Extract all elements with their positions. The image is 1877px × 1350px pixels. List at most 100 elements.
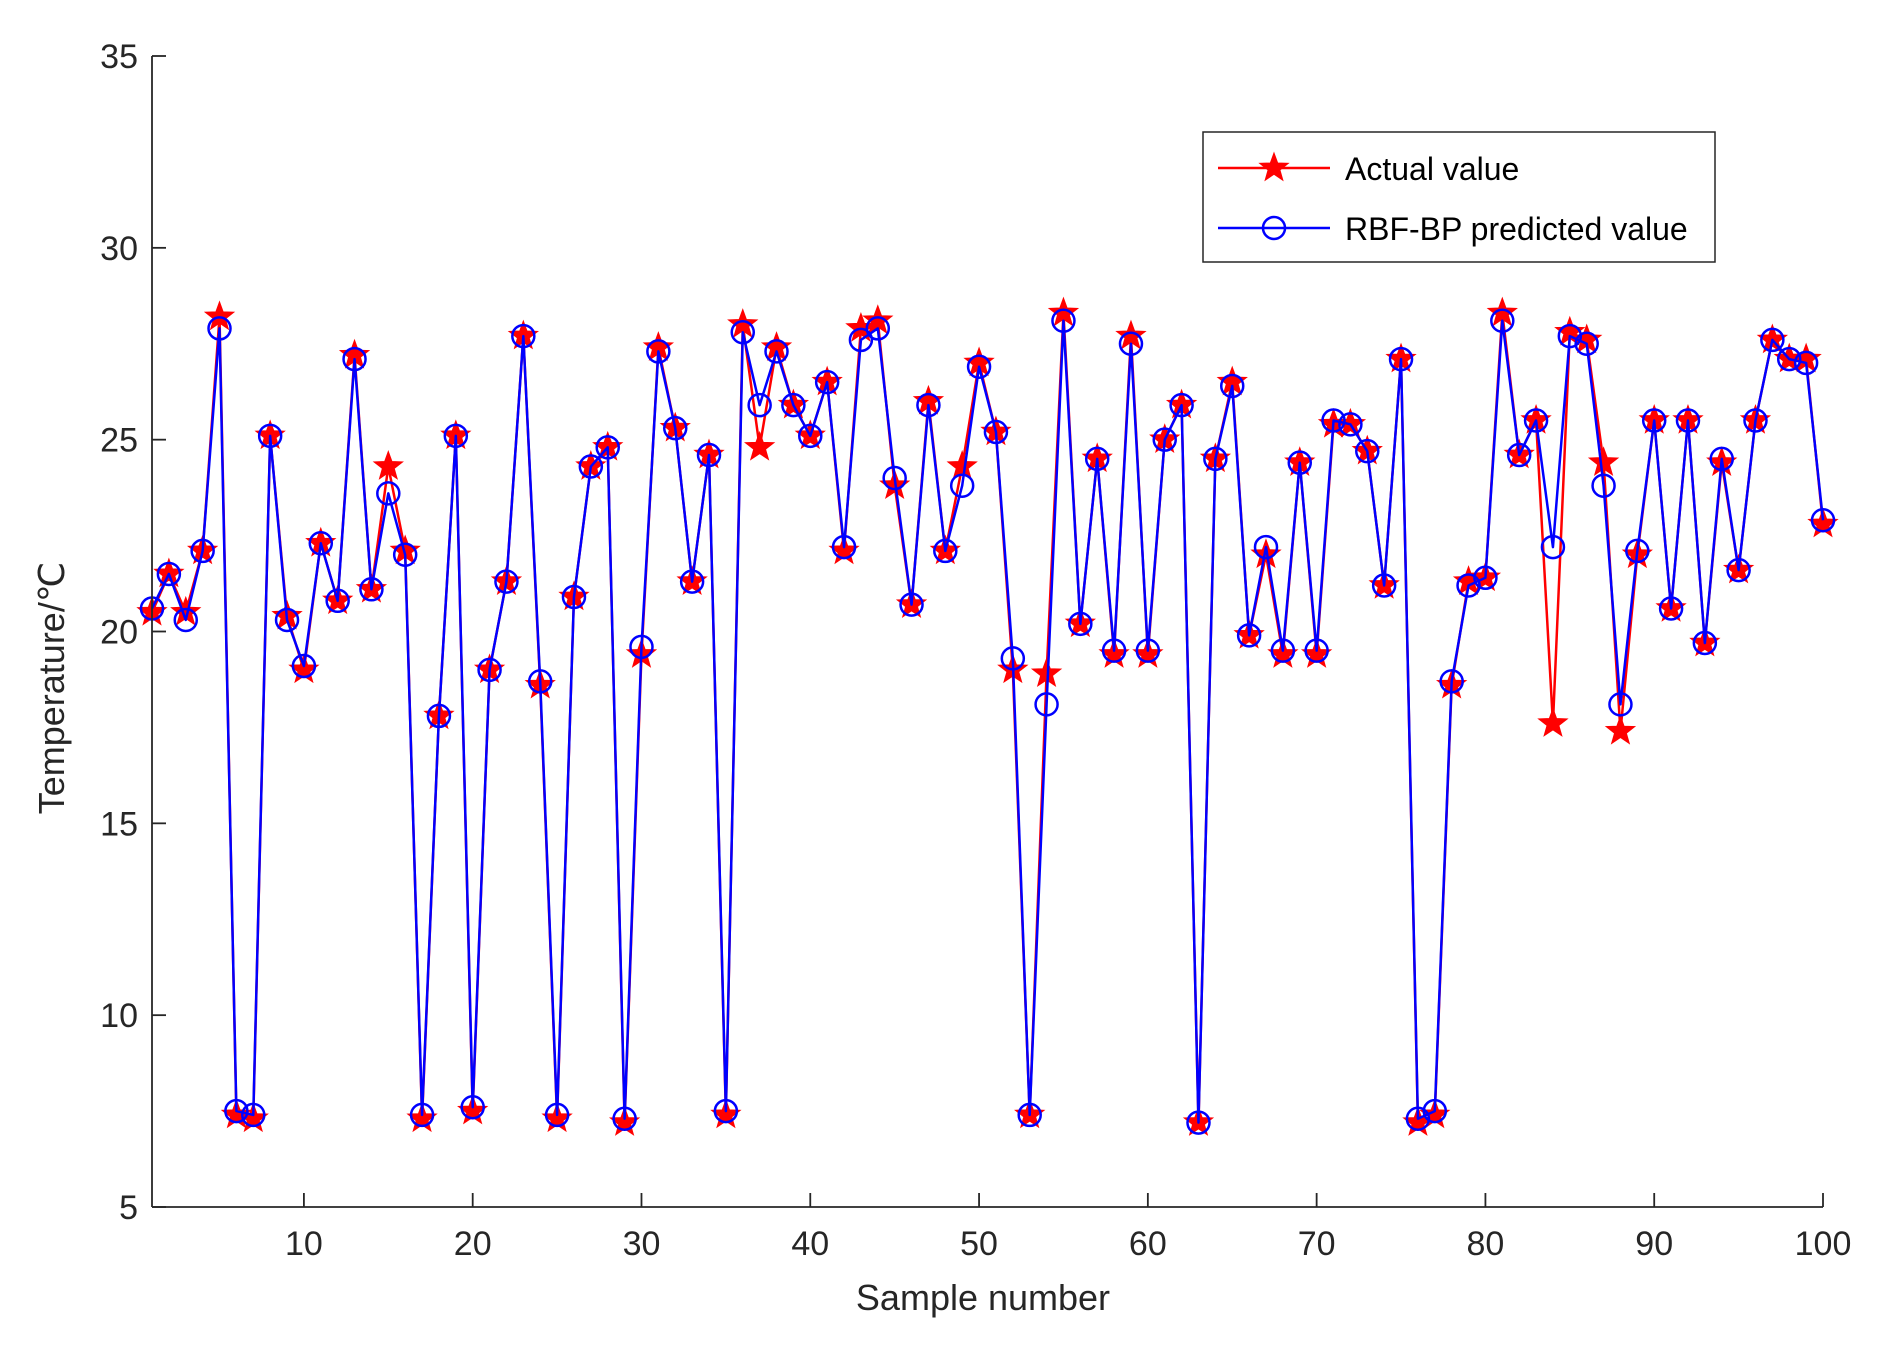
data-point	[1486, 296, 1518, 327]
data-point	[1051, 308, 1076, 333]
data-point	[1135, 638, 1161, 663]
data-point	[460, 1094, 485, 1120]
data-point	[646, 339, 671, 364]
data-point	[713, 1098, 739, 1124]
data-point	[612, 1106, 637, 1132]
y-tick-label: 5	[119, 1189, 138, 1227]
data-point	[1304, 638, 1329, 663]
data-point	[1692, 630, 1718, 656]
data-point	[1236, 623, 1262, 648]
data-point	[798, 423, 823, 449]
data-point	[848, 327, 874, 353]
legend-marker-shape	[1261, 215, 1287, 241]
data-point	[1506, 442, 1532, 468]
series-layer	[136, 296, 1839, 1136]
data-point	[325, 588, 350, 614]
data-point	[477, 657, 502, 683]
x-axis-label: Sample number	[856, 1277, 1110, 1318]
x-tick-label: 100	[1795, 1225, 1852, 1263]
data-point	[1675, 408, 1701, 433]
y-axis-label: Temperature/℃	[31, 562, 72, 815]
data-point	[1287, 450, 1313, 475]
legend-marker-circle	[1261, 215, 1287, 241]
data-point	[511, 323, 536, 349]
data-point	[1118, 331, 1144, 356]
data-point	[1658, 596, 1684, 621]
data-point	[241, 1102, 266, 1128]
data-point	[1203, 446, 1228, 472]
data-point	[372, 450, 404, 480]
data-point	[1439, 669, 1464, 694]
data-point	[1625, 538, 1650, 564]
data-point	[1017, 1102, 1042, 1128]
data-point	[1557, 323, 1583, 349]
data-point	[862, 304, 894, 335]
data-point	[1388, 346, 1414, 372]
x-tick-label: 30	[623, 1225, 661, 1263]
data-point	[1405, 1106, 1431, 1132]
data-point	[156, 561, 182, 587]
data-point	[1270, 638, 1296, 663]
data-point	[376, 481, 401, 506]
data-point	[409, 1102, 435, 1128]
data-point	[359, 577, 384, 602]
data-point	[1743, 408, 1768, 433]
data-point	[1641, 408, 1667, 433]
data-point	[1760, 327, 1785, 353]
data-point	[544, 1102, 570, 1128]
data-point	[764, 339, 789, 364]
data-point	[1540, 534, 1566, 560]
data-point	[1047, 296, 1080, 327]
data-point	[1219, 373, 1245, 399]
legend-marker-shape	[1258, 151, 1290, 182]
data-point	[1186, 1110, 1211, 1135]
data-point	[207, 316, 232, 341]
axes-layer: 10 20 30 40 50 60 70 80 90 100 5 10 15 20 25 30 35	[100, 38, 1851, 1263]
y-tick-label: 15	[100, 805, 138, 843]
data-point	[1793, 350, 1819, 376]
data-point	[561, 584, 587, 610]
y-tick-label: 30	[100, 230, 138, 268]
y-tick-label: 10	[100, 997, 138, 1035]
data-point	[1152, 427, 1177, 452]
data-point	[1338, 412, 1363, 437]
x-tick-label: 40	[791, 1225, 829, 1263]
data-point	[342, 346, 367, 372]
legend-label-actual: Actual value	[1345, 151, 1519, 187]
data-point	[966, 354, 992, 380]
data-point	[443, 423, 469, 449]
data-point	[730, 319, 756, 345]
legend-box	[1202, 131, 1716, 263]
data-point	[1587, 446, 1620, 476]
data-point	[1608, 692, 1633, 717]
legend-marker-star	[1258, 151, 1290, 182]
data-point	[1810, 507, 1836, 533]
data-point	[224, 1098, 249, 1124]
x-tick-label: 60	[1129, 1225, 1167, 1263]
x-tick-label: 20	[454, 1225, 492, 1263]
data-point	[173, 607, 199, 633]
y-tick-label: 20	[100, 614, 138, 652]
data-point	[578, 454, 604, 479]
data-point	[1169, 392, 1194, 418]
data-point	[1473, 565, 1498, 591]
legend-label-predicted: RBF-BP predicted value	[1345, 211, 1688, 247]
data-point	[274, 607, 300, 633]
data-point	[1101, 638, 1127, 663]
data-point	[190, 538, 215, 564]
data-point	[865, 316, 891, 341]
data-point	[1422, 1098, 1448, 1124]
series-line	[150, 319, 1825, 1124]
data-point	[899, 592, 924, 617]
data-point	[1604, 714, 1637, 745]
data-point	[426, 703, 452, 729]
x-tick-label: 10	[285, 1225, 323, 1263]
data-point	[1068, 611, 1093, 637]
data-point	[392, 542, 418, 568]
data-point	[308, 531, 334, 556]
series-predicted	[139, 308, 1836, 1135]
data-point	[1537, 707, 1569, 737]
data-point	[781, 392, 806, 418]
x-tick-label: 90	[1635, 1225, 1673, 1263]
